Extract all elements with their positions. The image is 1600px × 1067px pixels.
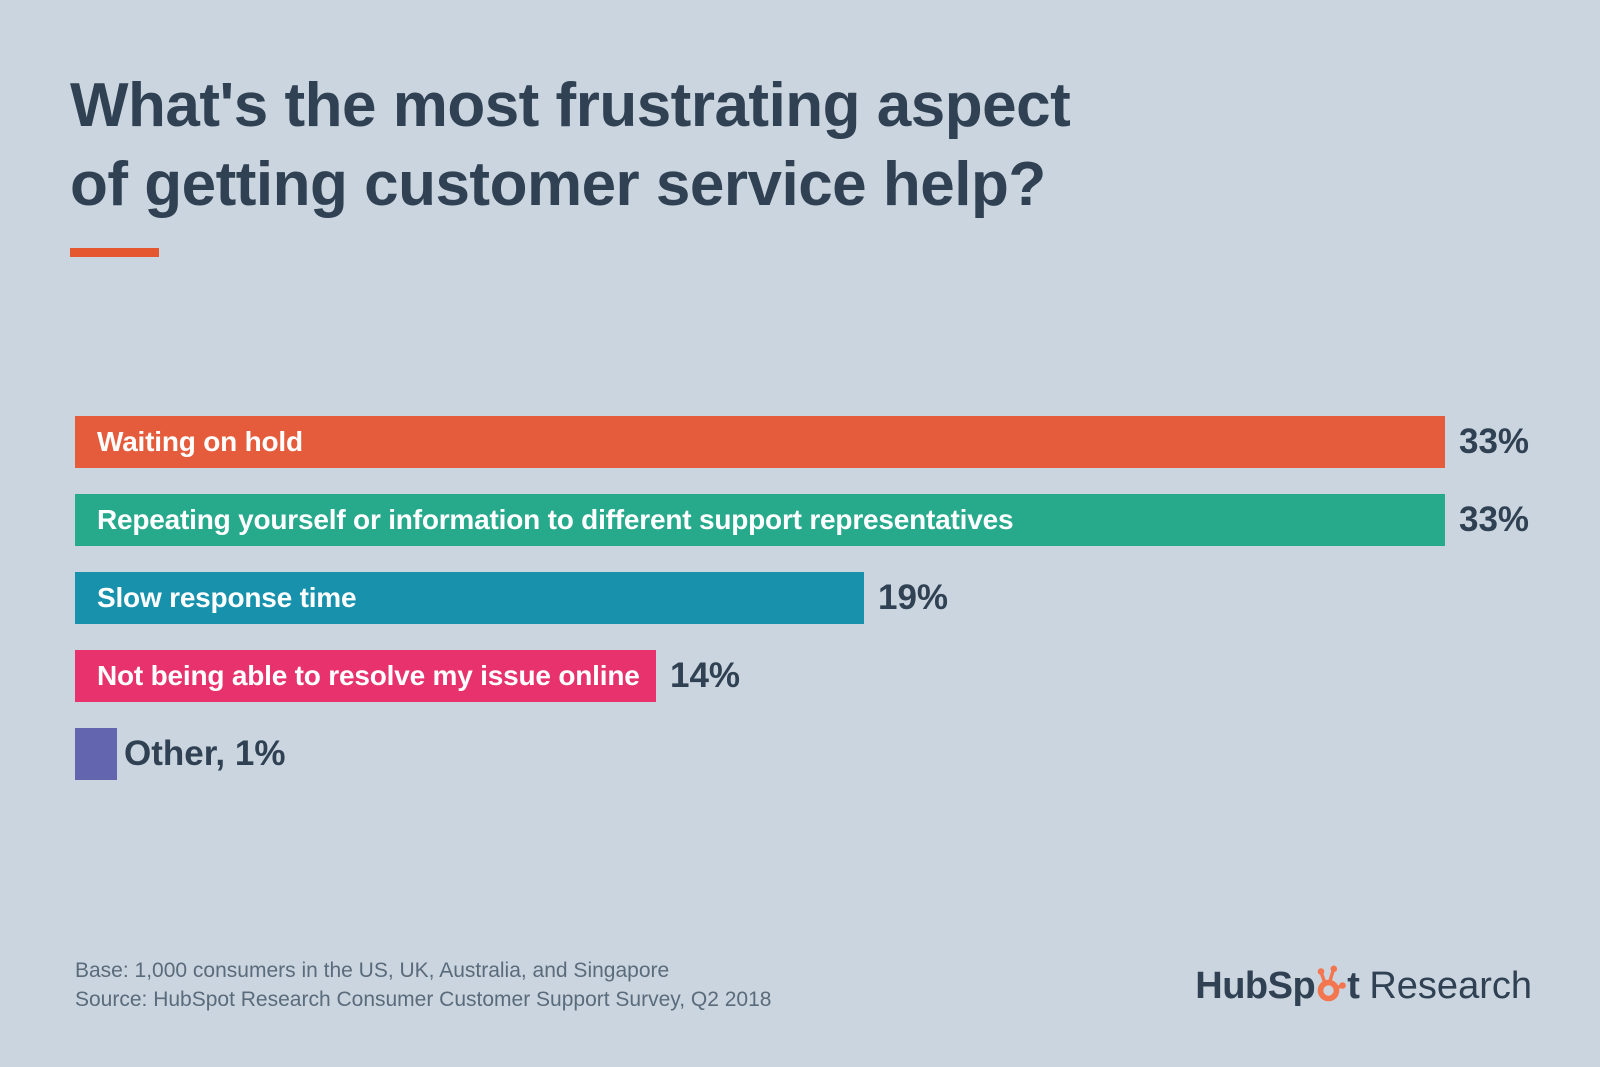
base-note: Base: 1,000 consumers in the US, UK, Aus… bbox=[75, 959, 670, 982]
bar-repeating-yourself: Repeating yourself or information to dif… bbox=[75, 494, 1445, 546]
bar-chart: Waiting on hold 33% Repeating yourself o… bbox=[75, 416, 1600, 806]
bar-waiting-on-hold: Waiting on hold bbox=[75, 416, 1445, 468]
bar-label: Repeating yourself or information to dif… bbox=[97, 504, 1014, 535]
bar-label: Slow response time bbox=[97, 582, 357, 613]
bar-row-repeating-yourself: Repeating yourself or information to dif… bbox=[75, 494, 1600, 546]
bar-value: 33% bbox=[1459, 500, 1530, 539]
bar-value: 19% bbox=[878, 578, 949, 617]
logo-text-t: t bbox=[1347, 965, 1360, 1007]
bar-row-slow-response-time: Slow response time 19% bbox=[75, 572, 1600, 624]
bar-row-other: Other, 1% bbox=[75, 728, 1600, 780]
hubspot-sprocket-icon bbox=[1317, 965, 1347, 1002]
chart-title: What's the most frustrating aspect of ge… bbox=[70, 66, 1071, 224]
bar-resolve-issue-online: Not being able to resolve my issue onlin… bbox=[75, 650, 656, 702]
footer-notes: Base: 1,000 consumers in the US, UK, Aus… bbox=[75, 956, 771, 1014]
bar-label: Not being able to resolve my issue onlin… bbox=[97, 660, 640, 691]
bar-value: 14% bbox=[670, 656, 741, 695]
chart-title-line1: What's the most frustrating aspect bbox=[70, 71, 1071, 140]
bar-row-resolve-issue-online: Not being able to resolve my issue onlin… bbox=[75, 650, 1600, 702]
title-accent-underline bbox=[70, 248, 159, 257]
bar-slow-response-time: Slow response time bbox=[75, 572, 864, 624]
hubspot-research-logo: HubSp t Research bbox=[1195, 964, 1532, 1008]
bar-value: 33% bbox=[1459, 422, 1530, 461]
logo-text-hubsp: HubSp bbox=[1195, 965, 1316, 1007]
bar-label-other: Other, 1% bbox=[124, 734, 286, 773]
chart-title-line2: of getting customer service help? bbox=[70, 150, 1046, 219]
logo-text-research: Research bbox=[1369, 965, 1532, 1007]
bar-other bbox=[75, 728, 117, 780]
source-note: Source: HubSpot Research Consumer Custom… bbox=[75, 988, 772, 1011]
bar-row-waiting-on-hold: Waiting on hold 33% bbox=[75, 416, 1600, 468]
bar-label: Waiting on hold bbox=[97, 426, 303, 457]
